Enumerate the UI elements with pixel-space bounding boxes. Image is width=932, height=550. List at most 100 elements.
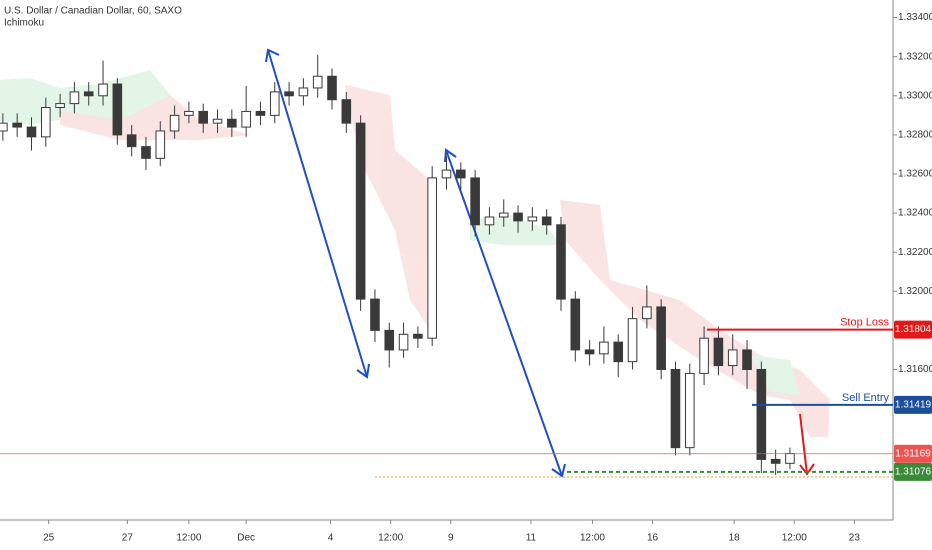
arrow-line: [799, 413, 808, 475]
cloud-red: [345, 85, 430, 330]
x-tick-label: 12:00: [176, 533, 201, 544]
price-label: 1.31419: [895, 399, 932, 410]
y-tick-label: 1.33000: [898, 90, 932, 101]
ichimoku-cloud: [0, 70, 830, 437]
candle-body: [327, 75, 337, 101]
price-label-box: [894, 462, 932, 481]
x-tick-label: 16: [647, 533, 659, 544]
price-label: 1.31804: [895, 324, 932, 335]
x-tick-label: 12:00: [378, 533, 403, 544]
candle-body: [670, 368, 681, 449]
candle-body: [470, 177, 480, 226]
candle-body: [785, 453, 795, 464]
y-tick-label: 1.32400: [898, 208, 932, 219]
candle-body: [26, 126, 37, 138]
y-tick-label: 1.31600: [898, 364, 932, 375]
candle-body: [55, 103, 65, 109]
x-tick-label: 11: [526, 533, 537, 544]
candle-body: [742, 349, 752, 370]
candle-body: [770, 458, 781, 464]
x-tick-label: 18: [729, 533, 741, 544]
price-label-box: [894, 395, 932, 414]
price-label-box: [894, 320, 932, 339]
arrow-head: [551, 463, 566, 478]
candle-body: [613, 341, 624, 363]
candle-body: [341, 99, 352, 124]
arrow-head: [799, 463, 815, 476]
candle-body: [126, 134, 137, 148]
candle-body: [627, 318, 638, 363]
arrow-head: [444, 148, 457, 163]
candle-body: [413, 333, 423, 339]
candle-body: [269, 91, 280, 116]
y-tick-label: 1.33200: [898, 51, 932, 62]
x-tick-label: 12:00: [580, 533, 605, 544]
level-name: Stop Loss: [840, 317, 889, 329]
price-label: 1.31076: [895, 467, 932, 478]
candle-body: [69, 91, 80, 105]
y-tick-label: 1.32000: [898, 286, 932, 297]
y-tick-label: 1.32800: [898, 130, 932, 141]
target-arrow: [799, 413, 815, 476]
indicator-name: Ichimoku: [4, 18, 44, 29]
candle-body: [584, 349, 595, 355]
candle-body: [370, 298, 380, 331]
candle-body: [599, 341, 609, 355]
price-label: 1.31169: [895, 448, 931, 459]
x-tick-label: 23: [849, 533, 861, 544]
candle-body: [756, 368, 767, 460]
arrow-head: [265, 48, 280, 63]
candle-body: [527, 216, 538, 222]
candle-body: [427, 177, 437, 339]
candle-body: [41, 107, 51, 138]
candle-body: [398, 333, 409, 351]
cloud-red: [560, 200, 830, 437]
y-tick-label: 1.32600: [898, 169, 932, 180]
arrow-head: [356, 363, 370, 379]
candle-body: [155, 130, 166, 159]
x-tick-label: 25: [43, 533, 55, 544]
candle-body: [241, 110, 251, 128]
candle-body: [184, 110, 194, 116]
candle-body: [312, 75, 323, 89]
chart-title: U.S. Dollar / Canadian Dollar, 60, SAXO: [4, 6, 182, 17]
candle-body: [570, 298, 581, 351]
candle-body: [727, 349, 738, 367]
x-tick-label: 27: [122, 533, 134, 544]
candle-body: [169, 114, 180, 132]
candle-body: [656, 306, 666, 370]
candle-body: [456, 169, 466, 179]
candle-body: [227, 118, 237, 128]
candle-body: [498, 212, 509, 218]
candle-body: [298, 87, 309, 97]
candle-body: [355, 122, 366, 300]
candle-body: [699, 337, 709, 374]
candle-body: [441, 169, 452, 179]
price-label-box: [894, 444, 932, 463]
y-tick-label: 1.33400: [898, 12, 932, 23]
arrow-line: [445, 149, 563, 477]
candle-body: [713, 337, 724, 367]
candle-body: [541, 216, 552, 226]
y-tick-label: 1.32200: [898, 247, 932, 258]
candle-body: [384, 329, 395, 351]
candle-body: [0, 122, 8, 132]
candle-body: [284, 91, 294, 97]
level-name: Sell Entry: [842, 392, 890, 404]
candle-body: [255, 110, 266, 116]
x-tick-label: 4: [328, 533, 334, 544]
arrows: [265, 48, 566, 478]
candle-body: [198, 110, 209, 124]
candle-body: [513, 212, 523, 222]
x-tick-label: 9: [448, 533, 454, 544]
candle-body: [484, 216, 495, 226]
candle-body: [684, 372, 695, 449]
candle-body: [112, 83, 123, 136]
candle-body: [141, 146, 151, 159]
candle-body: [98, 83, 108, 97]
candle-body: [556, 224, 566, 300]
x-tick-label: 12:00: [782, 533, 807, 544]
candle-body: [83, 91, 94, 97]
candle-body: [12, 122, 22, 128]
